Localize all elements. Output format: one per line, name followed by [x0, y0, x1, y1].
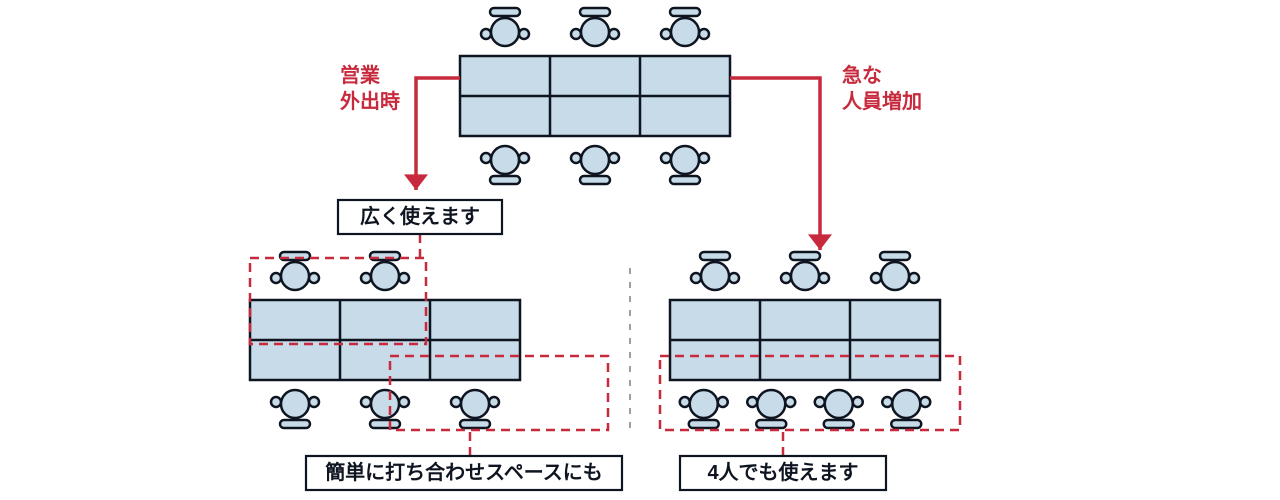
chair-icon: [571, 146, 619, 184]
callout-four-label: 4人でも使えます: [707, 460, 858, 484]
desk-top: [460, 56, 730, 136]
arrow-left: 営業外出時: [340, 63, 460, 190]
chair-icon: [781, 252, 829, 290]
arrow-left-label-line-0: 営業: [340, 63, 381, 87]
desk-left: [250, 300, 520, 380]
chair-icon: [661, 146, 709, 184]
chair-icon: [747, 390, 795, 428]
chair-icon: [571, 8, 619, 46]
chair-icon: [871, 252, 919, 290]
arrow-right-label-line-1: 人員増加: [842, 89, 922, 113]
chair-icon: [481, 146, 529, 184]
chair-icon: [481, 8, 529, 46]
chair-icon: [271, 390, 319, 428]
arrow-left-label-line-1: 外出時: [340, 89, 400, 113]
chair-icon: [661, 8, 709, 46]
callout-meeting: 簡単に打ち合わせスペースにも: [306, 432, 622, 490]
chair-icon: [815, 390, 863, 428]
chair-icon: [680, 390, 728, 428]
callout-wide-label: 広く使えます: [360, 204, 480, 228]
callout-meeting-label: 簡単に打ち合わせスペースにも: [325, 460, 603, 484]
callout-wide: 広く使えます: [338, 200, 502, 258]
arrow-right-label-line-0: 急な: [842, 63, 882, 87]
chair-icon: [361, 390, 409, 428]
chair-icon: [451, 390, 499, 428]
desk-right: [670, 300, 940, 380]
chair-icon: [691, 252, 739, 290]
callout-four: 4人でも使えます: [680, 432, 886, 490]
arrow-right: 急な人員増加: [730, 63, 922, 250]
chair-icon: [882, 390, 930, 428]
